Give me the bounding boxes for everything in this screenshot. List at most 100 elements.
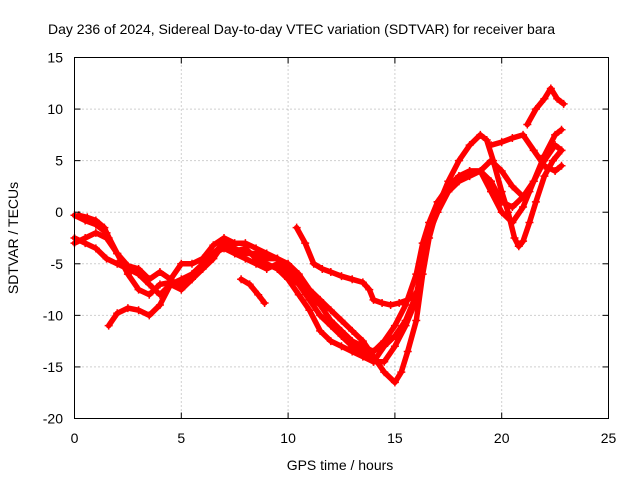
- data-point: [260, 298, 269, 307]
- data-point: [100, 223, 109, 232]
- data-point: [378, 298, 387, 307]
- data-point: [454, 156, 463, 165]
- data-point: [318, 264, 327, 273]
- data-point: [557, 146, 566, 155]
- data-point: [523, 120, 532, 129]
- data-point: [410, 290, 419, 299]
- data-point: [145, 280, 154, 289]
- data-point: [177, 285, 186, 294]
- data-point: [519, 237, 528, 246]
- data-point: [476, 166, 485, 175]
- data-point: [245, 280, 254, 289]
- data-point: [81, 234, 90, 242]
- data-point: [337, 272, 346, 281]
- data-point: [254, 290, 263, 299]
- chart-title: Day 236 of 2024, Sidereal Day-to-day VTE…: [48, 21, 555, 37]
- data-point: [508, 182, 517, 191]
- data-point: [519, 203, 528, 212]
- data-series: [70, 84, 568, 387]
- data-point: [540, 94, 549, 103]
- y-tick-label: 10: [47, 101, 63, 117]
- data-point: [553, 94, 562, 103]
- data-point: [348, 347, 357, 356]
- x-tick-label: 25: [601, 430, 617, 446]
- data-point: [551, 166, 560, 175]
- data-point: [113, 309, 122, 318]
- data-point: [386, 301, 395, 310]
- data-point: [220, 239, 229, 248]
- data-point: [497, 166, 506, 175]
- grid: [74, 57, 609, 419]
- data-point: [395, 298, 404, 307]
- data-point: [465, 166, 474, 175]
- data-point: [155, 280, 164, 289]
- series-track-6: [487, 130, 566, 175]
- y-tick-label: -20: [43, 411, 63, 427]
- data-point: [476, 130, 485, 139]
- data-point: [529, 146, 538, 155]
- data-point: [525, 218, 534, 227]
- data-point: [252, 254, 261, 263]
- x-tick-label: 5: [177, 430, 185, 446]
- data-point: [348, 275, 357, 284]
- data-point: [145, 311, 154, 320]
- data-point: [482, 136, 491, 145]
- data-point: [292, 223, 301, 232]
- data-point: [531, 105, 540, 114]
- data-point: [134, 306, 143, 315]
- data-point: [230, 247, 239, 256]
- series-line: [105, 168, 533, 365]
- data-point: [262, 259, 271, 268]
- data-point: [487, 156, 496, 165]
- y-tick-label: -5: [51, 256, 64, 272]
- data-point: [348, 337, 357, 346]
- x-tick-label: 20: [494, 430, 510, 446]
- data-point: [104, 321, 113, 330]
- x-tick-label: 10: [280, 430, 296, 446]
- data-point: [358, 342, 367, 351]
- data-point: [390, 331, 399, 340]
- data-point: [241, 244, 250, 253]
- data-point: [91, 216, 100, 225]
- data-point: [187, 275, 196, 284]
- data-point: [337, 342, 346, 351]
- data-point: [305, 306, 314, 315]
- data-point: [369, 347, 378, 356]
- data-point: [187, 259, 196, 268]
- axis-ticks: 0 5 10 15 20 25 -20 -15 -10 -5 0 5 10 15: [43, 50, 617, 447]
- data-point: [209, 241, 218, 250]
- data-point: [113, 249, 122, 258]
- series-track-7: [523, 84, 568, 129]
- data-point: [365, 285, 374, 294]
- data-point: [358, 352, 367, 361]
- data-point: [540, 172, 549, 181]
- data-point: [166, 280, 175, 289]
- series-track-8: [237, 275, 269, 307]
- data-point: [557, 125, 566, 134]
- data-point: [102, 254, 111, 263]
- data-point: [559, 99, 568, 108]
- data-point: [273, 254, 282, 263]
- data-point: [91, 244, 100, 253]
- data-point: [337, 316, 346, 325]
- data-point: [433, 208, 442, 217]
- data-point: [546, 84, 555, 93]
- data-point: [326, 337, 335, 346]
- data-point: [390, 321, 399, 330]
- data-point: [487, 177, 496, 186]
- data-point: [497, 138, 506, 147]
- data-point: [557, 161, 566, 170]
- data-point: [316, 301, 325, 310]
- data-point: [487, 141, 496, 150]
- data-point: [209, 249, 218, 258]
- series-track-4: [104, 166, 534, 366]
- data-point: [145, 290, 154, 299]
- data-point: [390, 378, 399, 387]
- data-point: [551, 130, 560, 139]
- data-point: [380, 368, 389, 377]
- data-point: [548, 156, 557, 165]
- y-tick-label: 5: [55, 153, 63, 169]
- data-point: [198, 259, 207, 268]
- series-line: [71, 132, 565, 386]
